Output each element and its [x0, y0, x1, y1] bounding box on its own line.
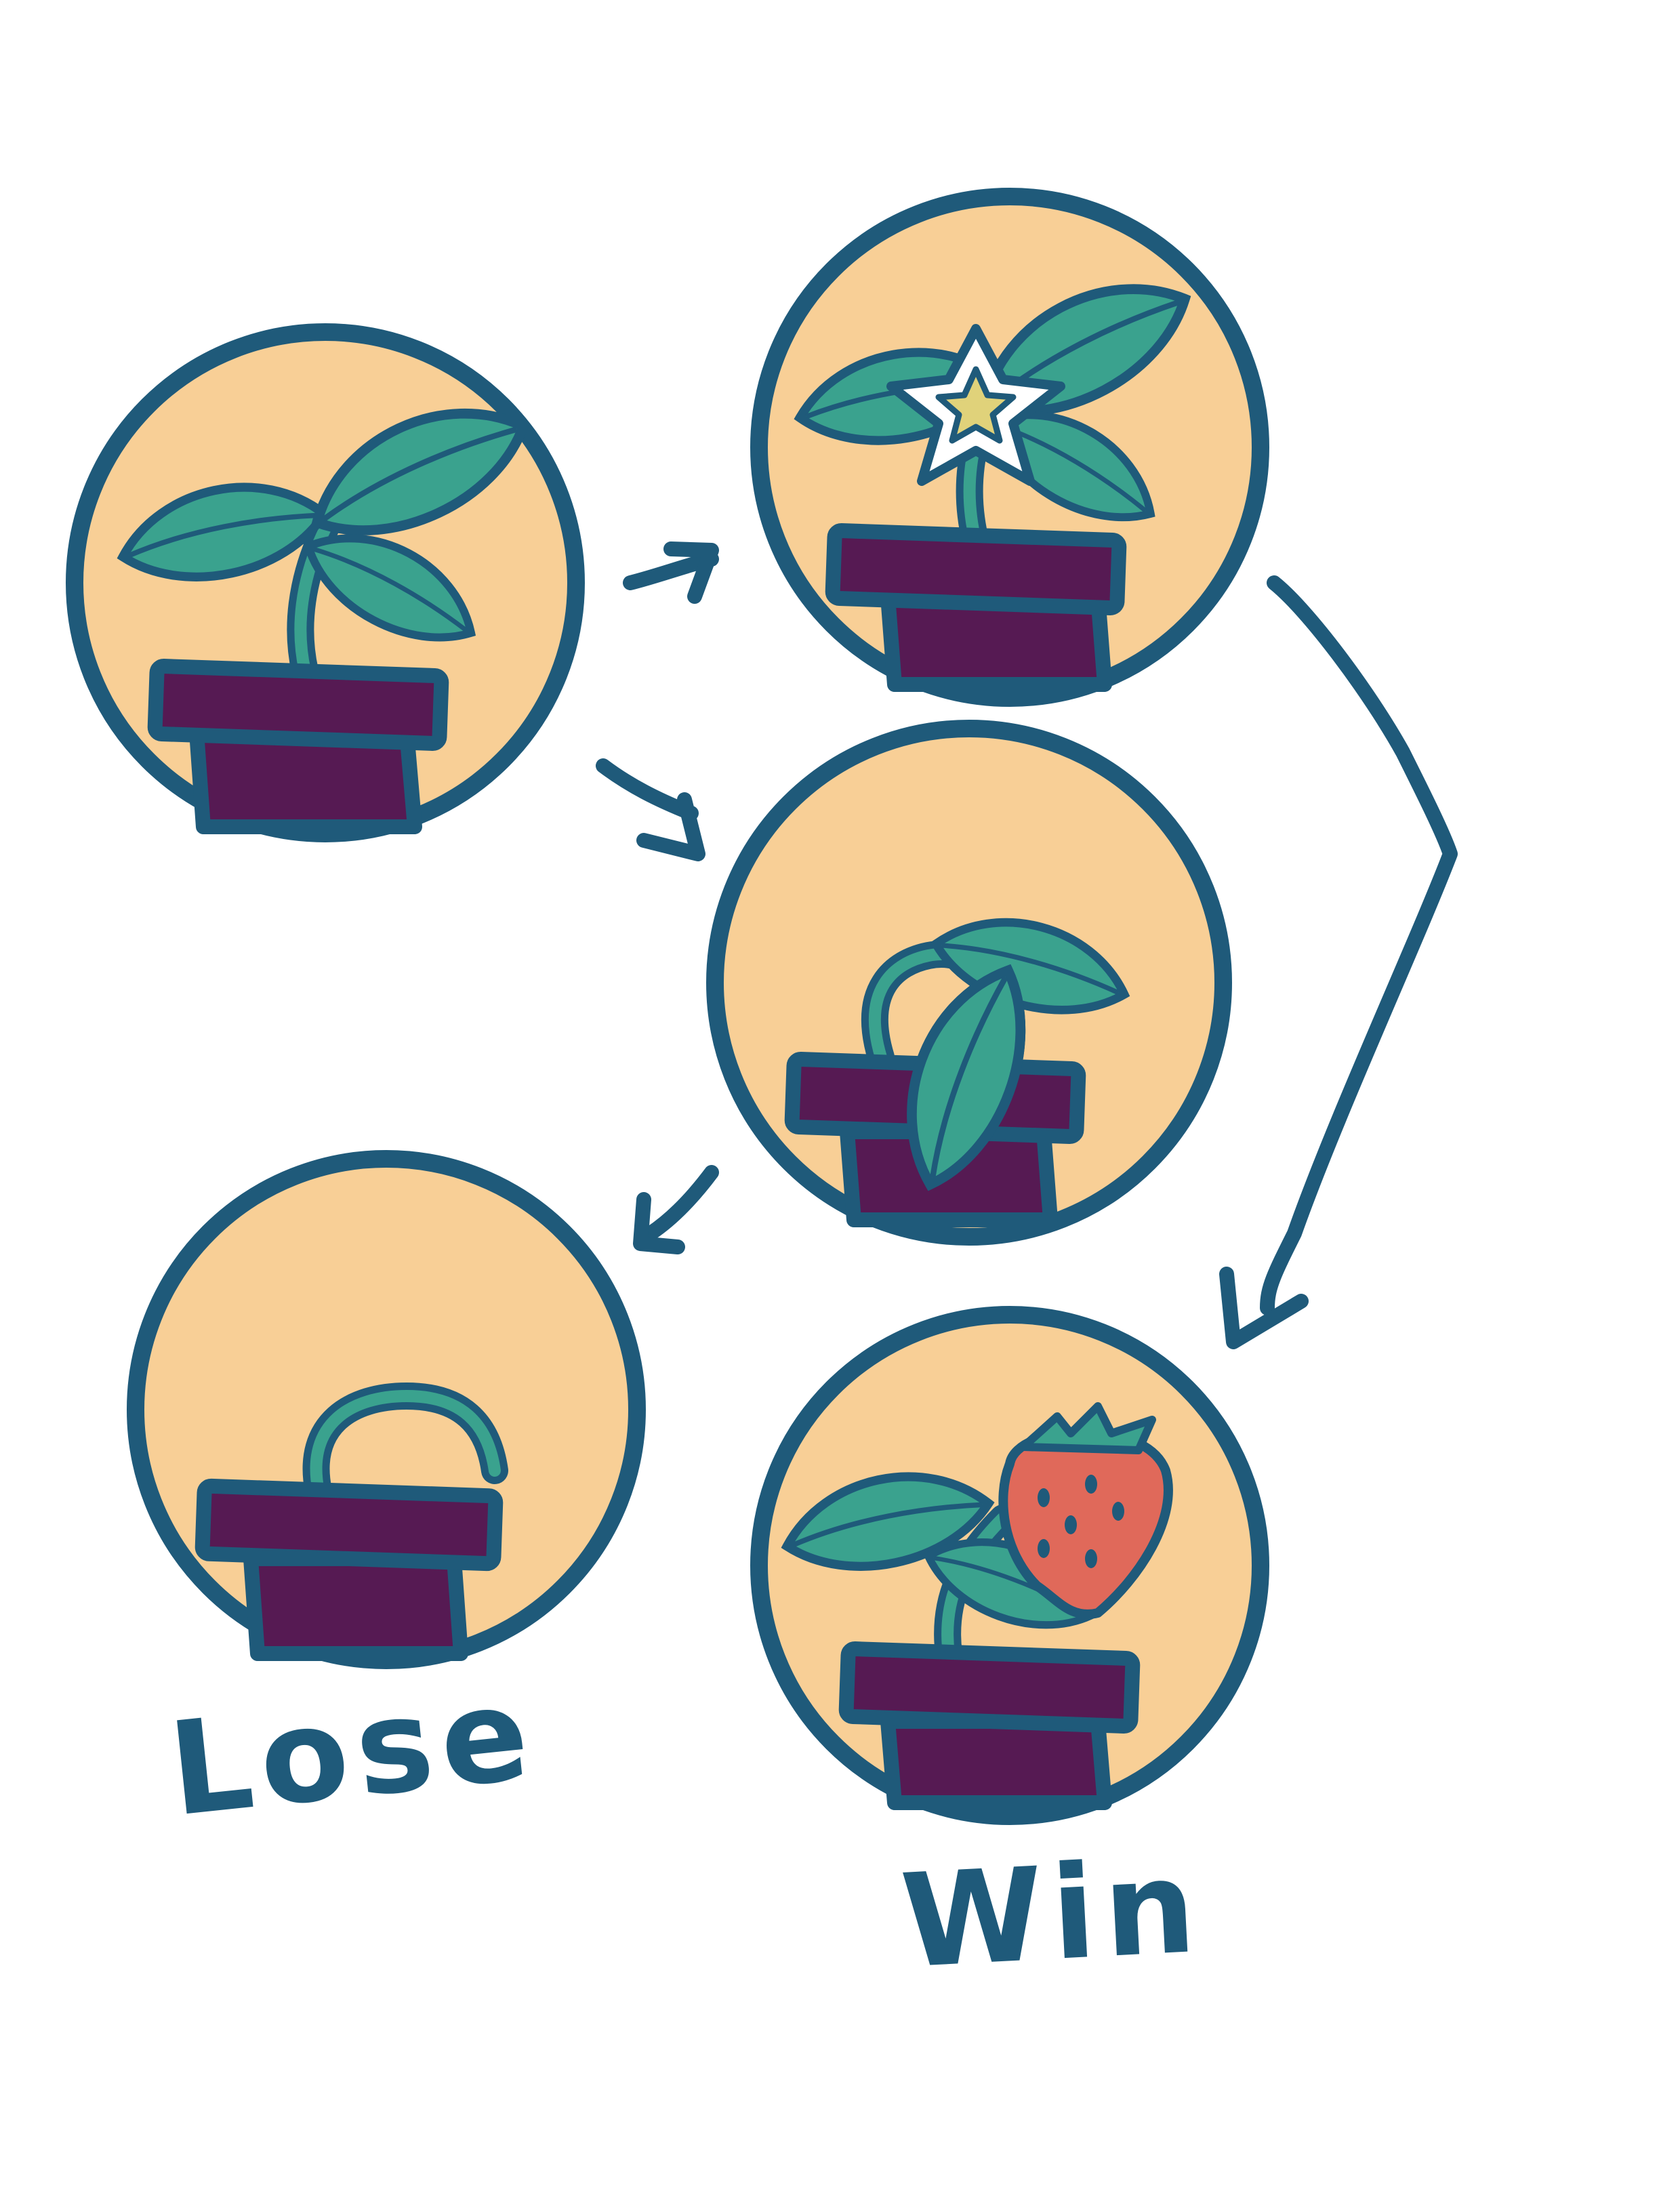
arrow-seedling-to-wilting: [596, 758, 705, 861]
plant: [792, 254, 1205, 556]
stage-seedling: [66, 323, 585, 842]
pot: [825, 523, 1127, 692]
stage-flowering: [750, 188, 1269, 707]
arrow-wilting-to-dead: [633, 1165, 719, 1254]
arrow-flowering-to-fruiting: [1219, 575, 1458, 1349]
pot-rim: [147, 659, 449, 751]
pot: [838, 1641, 1141, 1810]
pot: [784, 954, 1086, 1227]
pot: [147, 659, 449, 834]
plant: [777, 1402, 1173, 1667]
win-label: Win: [897, 1831, 1208, 1997]
pot: [194, 1478, 504, 1661]
arrow-seedling-to-flowering: [623, 541, 719, 604]
stage-dead: [127, 1150, 646, 1669]
plant: [302, 1382, 508, 1504]
lose-label: Lose: [162, 1658, 544, 1845]
flower-icon: [886, 324, 1065, 486]
stage-fruiting: [750, 1306, 1269, 1825]
strawberry-icon: [998, 1402, 1173, 1619]
plant: [861, 902, 1136, 1200]
stage-wilting: [706, 720, 1232, 1246]
plant: [113, 380, 541, 684]
